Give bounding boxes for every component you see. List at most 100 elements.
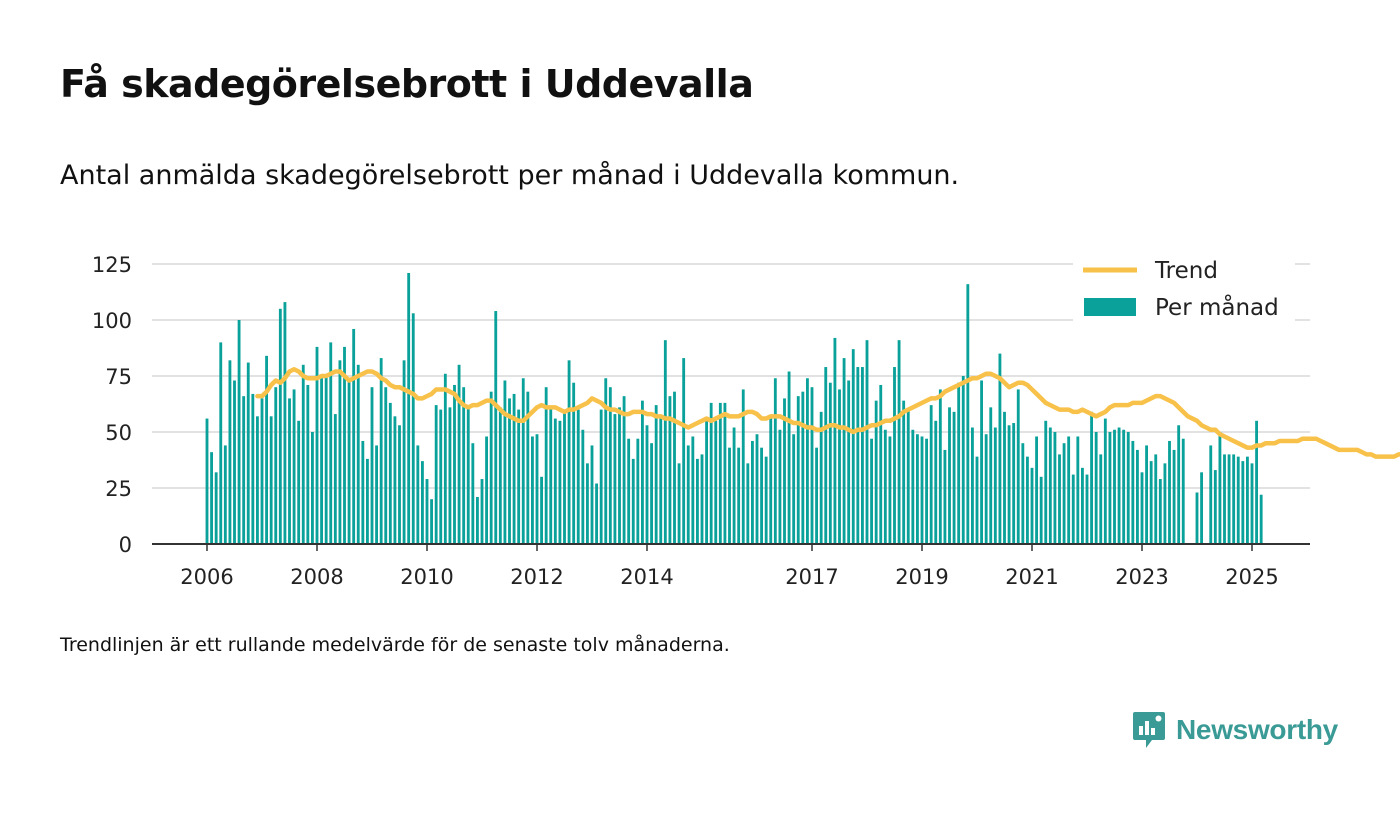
- bar: [1044, 420, 1048, 544]
- bar: [925, 438, 928, 544]
- bar: [581, 429, 585, 544]
- bar: [301, 364, 305, 544]
- bar: [260, 398, 264, 544]
- bar: [398, 425, 401, 544]
- bar: [457, 364, 461, 544]
- bar: [1003, 411, 1006, 544]
- bar: [618, 407, 621, 544]
- bar: [343, 346, 346, 544]
- bar: [1126, 432, 1130, 544]
- bar: [1030, 467, 1034, 544]
- bar: [521, 378, 525, 544]
- bar: [1195, 492, 1199, 544]
- bar: [453, 384, 456, 544]
- bar: [824, 367, 828, 544]
- x-tick-label: 2012: [510, 565, 563, 589]
- bar: [443, 373, 447, 544]
- bar: [306, 384, 310, 544]
- bar: [425, 479, 429, 544]
- bar: [943, 449, 947, 544]
- bar: [352, 328, 356, 544]
- bar: [1172, 449, 1176, 544]
- bar: [888, 436, 892, 544]
- bar: [916, 434, 919, 544]
- bar: [975, 456, 979, 544]
- bar: [1090, 411, 1093, 544]
- bar: [778, 429, 782, 544]
- bar: [283, 302, 287, 544]
- bar: [526, 391, 530, 544]
- bar: [663, 340, 667, 544]
- bar: [751, 440, 754, 544]
- bar: [347, 378, 351, 544]
- bar: [1250, 463, 1254, 544]
- bar: [961, 376, 965, 544]
- bar: [269, 416, 273, 544]
- bar: [205, 418, 209, 544]
- bar: [641, 400, 644, 544]
- bar: [1053, 432, 1057, 544]
- bar: [1122, 429, 1126, 544]
- bar: [324, 376, 328, 544]
- bar: [645, 425, 649, 544]
- chart-title: Få skadegörelsebrott i Uddevalla: [60, 62, 754, 106]
- bar: [265, 355, 268, 544]
- bar: [861, 367, 864, 544]
- bar: [686, 445, 690, 544]
- bar: [256, 416, 259, 544]
- chart-subtitle: Antal anmälda skadegörelsebrott per måna…: [60, 160, 960, 191]
- bar: [246, 362, 250, 544]
- bar: [1259, 494, 1263, 544]
- bar: [980, 380, 983, 544]
- bar: [1117, 427, 1121, 544]
- y-tick-label: 75: [105, 365, 132, 389]
- x-tick-label: 2021: [1005, 565, 1058, 589]
- bar: [485, 436, 488, 544]
- bar: [292, 389, 296, 544]
- legend-trend-label: Trend: [1154, 258, 1218, 284]
- bar: [210, 452, 213, 544]
- bar: [508, 398, 511, 544]
- bar: [934, 420, 938, 544]
- bar: [911, 429, 915, 544]
- bar: [893, 367, 896, 544]
- bar: [503, 380, 507, 544]
- bar: [1227, 454, 1231, 544]
- bar: [278, 308, 282, 544]
- bar: [874, 400, 878, 544]
- bar: [948, 407, 951, 544]
- bar: [856, 367, 860, 544]
- bar: [223, 445, 227, 544]
- bar: [558, 420, 562, 544]
- bar: [659, 418, 663, 544]
- bar: [1094, 432, 1098, 544]
- bar: [1099, 454, 1103, 544]
- bar: [1039, 476, 1043, 544]
- bar: [590, 445, 594, 544]
- bar: [608, 387, 612, 544]
- bar: [755, 434, 759, 544]
- bar: [952, 411, 956, 544]
- bar: [938, 389, 942, 544]
- bar: [1236, 456, 1240, 544]
- bar: [732, 427, 736, 544]
- bar: [274, 387, 278, 544]
- bar: [1232, 454, 1236, 544]
- bar: [1200, 472, 1203, 544]
- bar: [421, 461, 424, 544]
- bar: [1012, 423, 1016, 544]
- bar: [233, 380, 236, 544]
- bar: [769, 418, 773, 544]
- bar: [998, 353, 1002, 544]
- bar: [494, 311, 498, 544]
- bar: [384, 387, 388, 544]
- bar: [1062, 443, 1066, 544]
- bar: [737, 447, 741, 544]
- bar: [851, 349, 855, 544]
- bar: [700, 454, 704, 544]
- bar: [1131, 440, 1135, 544]
- bar: [563, 411, 566, 544]
- y-tick-label: 0: [119, 533, 132, 557]
- bar: [572, 382, 576, 544]
